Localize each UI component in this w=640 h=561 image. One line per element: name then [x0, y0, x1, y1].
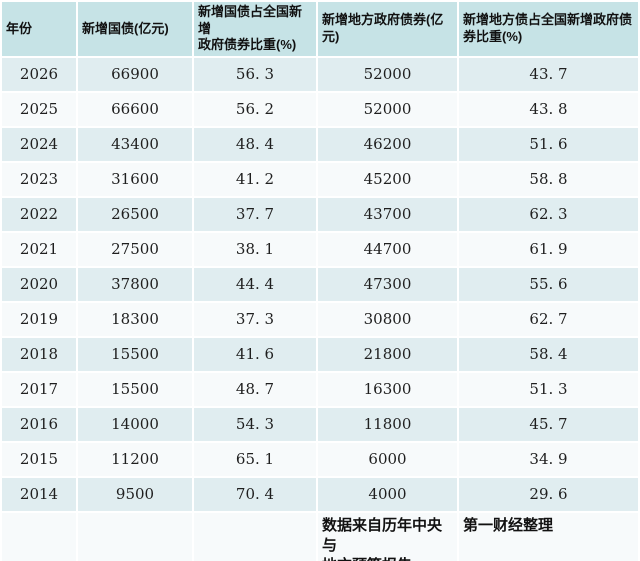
- table-row-2019: 2019 18300 37. 3 30800 62. 7: [2, 302, 638, 336]
- year-cell: 2018: [2, 337, 76, 371]
- year-cell: 2015: [2, 442, 76, 476]
- value-cell: 38. 1: [194, 232, 316, 266]
- table-row-2016: 2016 14000 54. 3 11800 45. 7: [2, 407, 638, 441]
- value-cell: 52000: [318, 57, 457, 91]
- value-cell: 43400: [78, 127, 192, 161]
- column-header-4: 新增地方债占全国新增政府债 券比重(%): [459, 2, 638, 56]
- value-cell: 61. 9: [459, 232, 638, 266]
- value-cell: 62. 7: [459, 302, 638, 336]
- value-cell: 41. 2: [194, 162, 316, 196]
- value-cell: 51. 6: [459, 127, 638, 161]
- column-header-2: 新增国债占全国新增 政府债券比重(%): [194, 2, 316, 56]
- value-cell: 34. 9: [459, 442, 638, 476]
- value-cell: 21800: [318, 337, 457, 371]
- table-row-2026: 2026 66900 56. 3 52000 43. 7: [2, 57, 638, 91]
- value-cell: 26500: [78, 197, 192, 231]
- table-row-2020: 2020 37800 44. 4 47300 55. 6: [2, 267, 638, 301]
- year-cell: 2016: [2, 407, 76, 441]
- value-cell: 48. 4: [194, 127, 316, 161]
- value-cell: 66600: [78, 92, 192, 126]
- footer-row: 数据来自历年中央与 地方预算报告 第一财经整理: [2, 512, 638, 561]
- year-cell: 2023: [2, 162, 76, 196]
- column-header-0: 年份: [2, 2, 76, 56]
- value-cell: 56. 3: [194, 57, 316, 91]
- year-cell: 2020: [2, 267, 76, 301]
- year-cell: 2021: [2, 232, 76, 266]
- value-cell: 51. 3: [459, 372, 638, 406]
- value-cell: 45200: [318, 162, 457, 196]
- column-header-3: 新增地方政府债券(亿 元): [318, 2, 457, 56]
- credit-note: 第一财经整理: [459, 512, 638, 561]
- value-cell: 4000: [318, 477, 457, 511]
- value-cell: 47300: [318, 267, 457, 301]
- value-cell: 16300: [318, 372, 457, 406]
- empty-cell: [2, 512, 76, 561]
- value-cell: 62. 3: [459, 197, 638, 231]
- value-cell: 52000: [318, 92, 457, 126]
- table-row-2018: 2018 15500 41. 6 21800 58. 4: [2, 337, 638, 371]
- value-cell: 18300: [78, 302, 192, 336]
- value-cell: 9500: [78, 477, 192, 511]
- value-cell: 37800: [78, 267, 192, 301]
- value-cell: 48. 7: [194, 372, 316, 406]
- table-row-2023: 2023 31600 41. 2 45200 58. 8: [2, 162, 638, 196]
- empty-cell: [78, 512, 192, 561]
- value-cell: 11200: [78, 442, 192, 476]
- value-cell: 44. 4: [194, 267, 316, 301]
- value-cell: 6000: [318, 442, 457, 476]
- value-cell: 29. 6: [459, 477, 638, 511]
- year-cell: 2022: [2, 197, 76, 231]
- value-cell: 58. 4: [459, 337, 638, 371]
- table-row-2015: 2015 11200 65. 1 6000 34. 9: [2, 442, 638, 476]
- year-cell: 2024: [2, 127, 76, 161]
- value-cell: 43700: [318, 197, 457, 231]
- table-row-2024: 2024 43400 48. 4 46200 51. 6: [2, 127, 638, 161]
- year-cell: 2026: [2, 57, 76, 91]
- value-cell: 41. 6: [194, 337, 316, 371]
- value-cell: 46200: [318, 127, 457, 161]
- value-cell: 58. 8: [459, 162, 638, 196]
- year-cell: 2025: [2, 92, 76, 126]
- value-cell: 37. 3: [194, 302, 316, 336]
- value-cell: 54. 3: [194, 407, 316, 441]
- value-cell: 37. 7: [194, 197, 316, 231]
- year-cell: 2017: [2, 372, 76, 406]
- value-cell: 45. 7: [459, 407, 638, 441]
- value-cell: 66900: [78, 57, 192, 91]
- table-row-2021: 2021 27500 38. 1 44700 61. 9: [2, 232, 638, 266]
- column-header-1: 新增国债(亿元): [78, 2, 192, 56]
- value-cell: 15500: [78, 337, 192, 371]
- value-cell: 70. 4: [194, 477, 316, 511]
- year-cell: 2014: [2, 477, 76, 511]
- value-cell: 15500: [78, 372, 192, 406]
- year-cell: 2019: [2, 302, 76, 336]
- table-row-2014: 2014 9500 70. 4 4000 29. 6: [2, 477, 638, 511]
- value-cell: 27500: [78, 232, 192, 266]
- table-row-2025: 2025 66600 56. 2 52000 43. 8: [2, 92, 638, 126]
- value-cell: 11800: [318, 407, 457, 441]
- table-row-2022: 2022 26500 37. 7 43700 62. 3: [2, 197, 638, 231]
- value-cell: 43. 7: [459, 57, 638, 91]
- value-cell: 65. 1: [194, 442, 316, 476]
- value-cell: 14000: [78, 407, 192, 441]
- header-row: 年份 新增国债(亿元) 新增国债占全国新增 政府债券比重(%) 新增地方政府债券(亿 …: [2, 2, 638, 56]
- value-cell: 56. 2: [194, 92, 316, 126]
- empty-cell: [194, 512, 316, 561]
- value-cell: 31600: [78, 162, 192, 196]
- value-cell: 30800: [318, 302, 457, 336]
- value-cell: 44700: [318, 232, 457, 266]
- value-cell: 43. 8: [459, 92, 638, 126]
- table-row-2017: 2017 15500 48. 7 16300 51. 3: [2, 372, 638, 406]
- data-source-note: 数据来自历年中央与 地方预算报告: [318, 512, 457, 561]
- value-cell: 55. 6: [459, 267, 638, 301]
